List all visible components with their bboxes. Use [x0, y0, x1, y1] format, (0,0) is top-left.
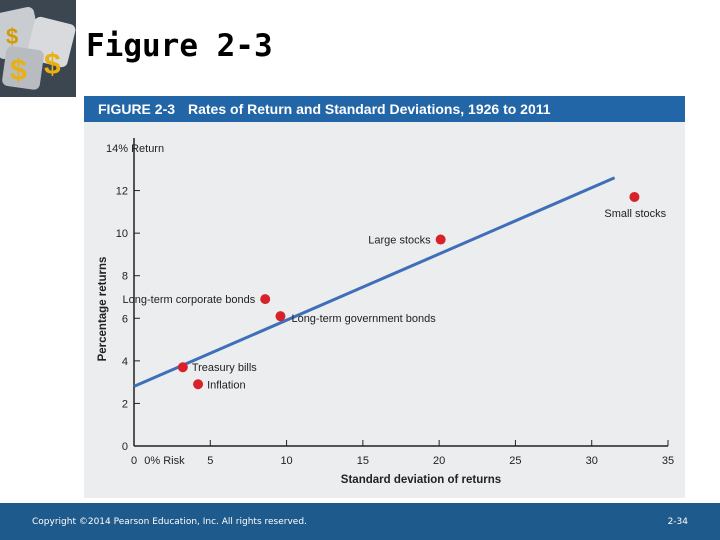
- x-tick-label: 25: [509, 455, 521, 467]
- data-point: [260, 294, 271, 305]
- x-tick-label: 15: [357, 455, 369, 467]
- page-number: 2-34: [667, 517, 688, 527]
- x-axis-label: Standard deviation of returns: [341, 474, 501, 486]
- svg-text:$: $: [10, 54, 27, 87]
- x-tick-label: 30: [586, 455, 598, 467]
- x-tick-label: 0% Risk: [144, 455, 185, 467]
- figure-panel: FIGURE 2-3 Rates of Return and Standard …: [84, 96, 685, 498]
- x-tick-label: 5: [207, 455, 213, 467]
- footer-bar: Copyright ©2014 Pearson Education, Inc. …: [0, 503, 720, 540]
- data-point-label: Inflation: [207, 379, 246, 391]
- y-tick-label: 0: [122, 441, 128, 453]
- y-tick-label: 14% Return: [106, 143, 164, 155]
- data-point-label: Long-term corporate bonds: [123, 294, 256, 306]
- svg-text:$: $: [44, 48, 61, 81]
- y-tick-label: 12: [116, 186, 128, 198]
- scatter-chart: 0 2 4 6 8 10 12 14% Return 0 0% Risk 5 10 15 20 25 30 35…: [97, 138, 674, 486]
- figure-label: FIGURE 2-3: [98, 101, 176, 117]
- x-tick-label: 35: [662, 455, 674, 467]
- data-point-label: Small stocks: [604, 208, 666, 220]
- y-tick-label: 6: [122, 313, 128, 325]
- x-tick-label: 0: [131, 455, 137, 467]
- y-tick-label: 10: [116, 228, 128, 240]
- data-point: [177, 362, 188, 373]
- data-point: [275, 311, 286, 322]
- figure-header: FIGURE 2-3 Rates of Return and Standard …: [84, 96, 685, 122]
- copyright-text: Copyright ©2014 Pearson Education, Inc. …: [32, 517, 307, 527]
- figure-caption: Rates of Return and Standard Deviations,…: [188, 101, 551, 117]
- data-point: [629, 191, 640, 202]
- y-tick-label: 8: [122, 271, 128, 283]
- x-tick-label: 20: [433, 455, 445, 467]
- slide-title: Figure 2-3: [86, 28, 273, 64]
- y-axis-label: Percentage returns: [97, 257, 109, 362]
- dollar-dice-logo: $ $ $: [0, 0, 76, 97]
- data-point-label: Long-term government bonds: [291, 313, 436, 325]
- data-point-label: Treasury bills: [192, 362, 257, 374]
- data-point-label: Large stocks: [368, 235, 431, 247]
- svg-text:$: $: [6, 24, 18, 49]
- capital-market-line: [133, 176, 616, 388]
- x-tick-label: 10: [280, 455, 292, 467]
- data-point: [435, 234, 446, 245]
- y-tick-label: 4: [122, 356, 128, 368]
- data-point: [193, 379, 204, 390]
- y-tick-label: 2: [122, 398, 128, 410]
